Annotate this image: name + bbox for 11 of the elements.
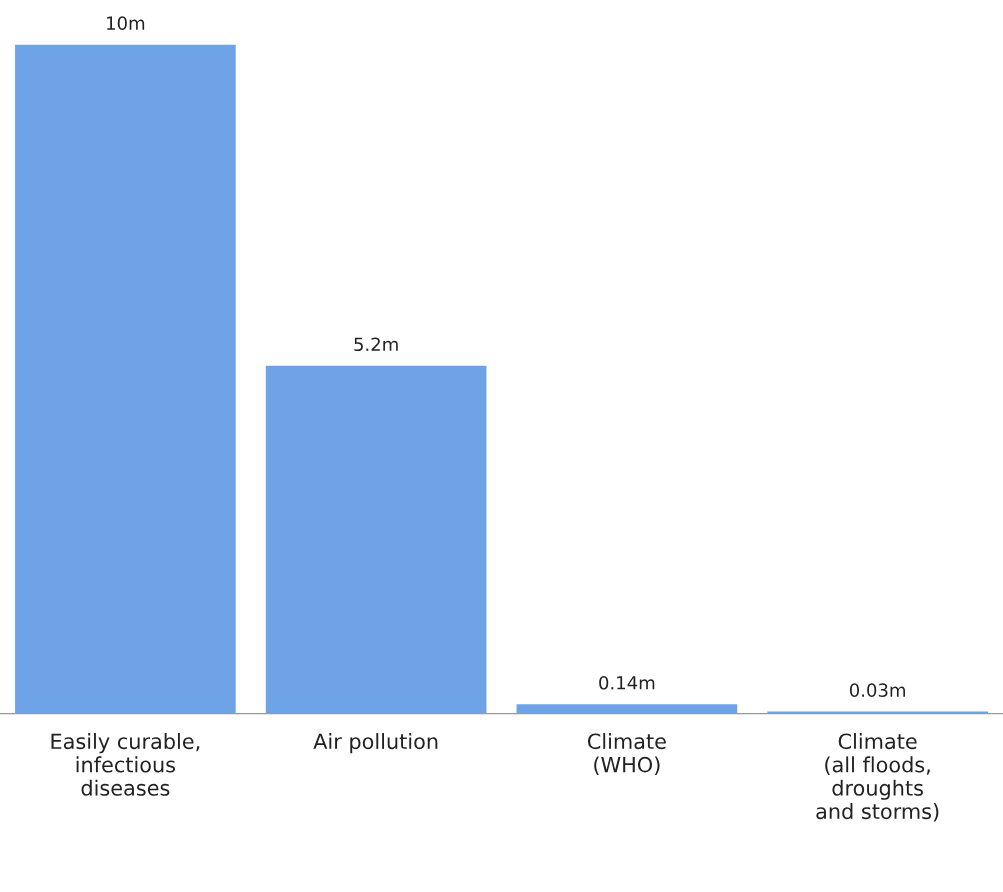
x-tick-label: Climate (WHO)	[587, 733, 666, 775]
bar	[516, 704, 738, 714]
data-label: 10m	[107, 16, 145, 30]
data-label: 0.03m	[849, 683, 905, 697]
bar	[15, 44, 236, 714]
data-label: 5.2m	[354, 337, 398, 352]
x-tick-label: Air pollution	[313, 733, 438, 754]
x-tick-label: Climate (all floods, droughts and storms)	[816, 733, 939, 822]
bar	[265, 365, 487, 714]
data-label: 0.14m	[599, 675, 655, 690]
x-tick-label: Easily curable, infectious diseases	[51, 733, 200, 796]
